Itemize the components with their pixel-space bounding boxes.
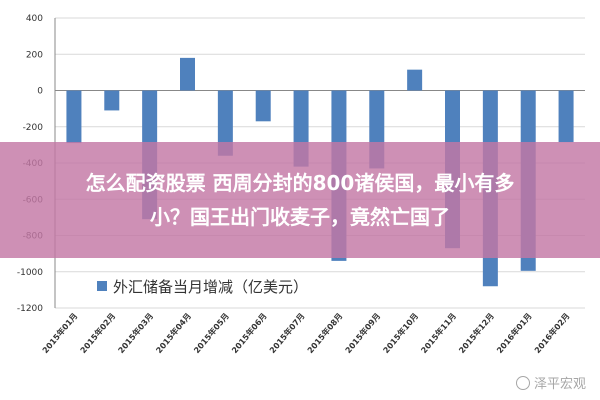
watermark: 泽平宏观	[515, 373, 586, 392]
x-tick-label: 2015年12月	[456, 311, 495, 355]
bar-14	[558, 90, 574, 143]
bar-4	[180, 57, 195, 91]
watermark-text: 泽平宏观	[533, 377, 586, 392]
x-tick-label: 2015年03月	[116, 311, 155, 355]
wechat-icon	[515, 375, 530, 390]
x-tick-labels: 2015年01月 2015年02月 2015年03月 2015年04月 2015年05月…	[40, 311, 572, 355]
y-tick-label: -1000	[17, 268, 43, 278]
headline-line-2: 小？国王出门收麦子，竟然亡国了	[150, 205, 450, 229]
x-tick-label: 2015年11月	[419, 311, 458, 355]
x-tick-label: 2015年05月	[191, 311, 230, 355]
y-tick-label: 400	[26, 14, 43, 24]
x-tick-label: 2015年07月	[267, 311, 306, 355]
x-tick-label: 2015年01月	[40, 311, 79, 355]
bar-1	[66, 90, 82, 144]
x-tick-label: 2015年02月	[78, 311, 117, 355]
y-tick-label: -200	[23, 123, 44, 133]
x-tick-label: 2015年06月	[229, 311, 268, 355]
x-tick-label: 2016年02月	[532, 311, 571, 355]
x-tick-label: 2015年10月	[381, 311, 420, 355]
x-tick-label: 2015年09月	[343, 311, 382, 355]
headline-line-1: 怎么配资股票 西周分封的800诸侯国，最小有多	[85, 171, 515, 195]
x-tick-label: 2015年04月	[154, 311, 193, 355]
bar-6	[255, 90, 271, 122]
legend-label: 外汇储备当月增减（亿美元）	[113, 278, 308, 296]
y-tick-label: -1200	[17, 304, 43, 314]
x-tick-label: 2016年01月	[494, 311, 533, 355]
legend: 外汇储备当月增减（亿美元）	[97, 278, 308, 296]
y-tick-label: 0	[37, 87, 43, 97]
bar-10	[407, 69, 423, 91]
bar-2	[104, 90, 120, 111]
x-tick-label: 2015年08月	[305, 311, 344, 355]
headline-banner[interactable]: 怎么配资股票 西周分封的800诸侯国，最小有多 小？国王出门收麦子，竟然亡国了	[0, 142, 600, 258]
legend-swatch	[97, 281, 107, 291]
bar-5	[217, 90, 233, 156]
y-tick-label: 200	[26, 50, 43, 60]
